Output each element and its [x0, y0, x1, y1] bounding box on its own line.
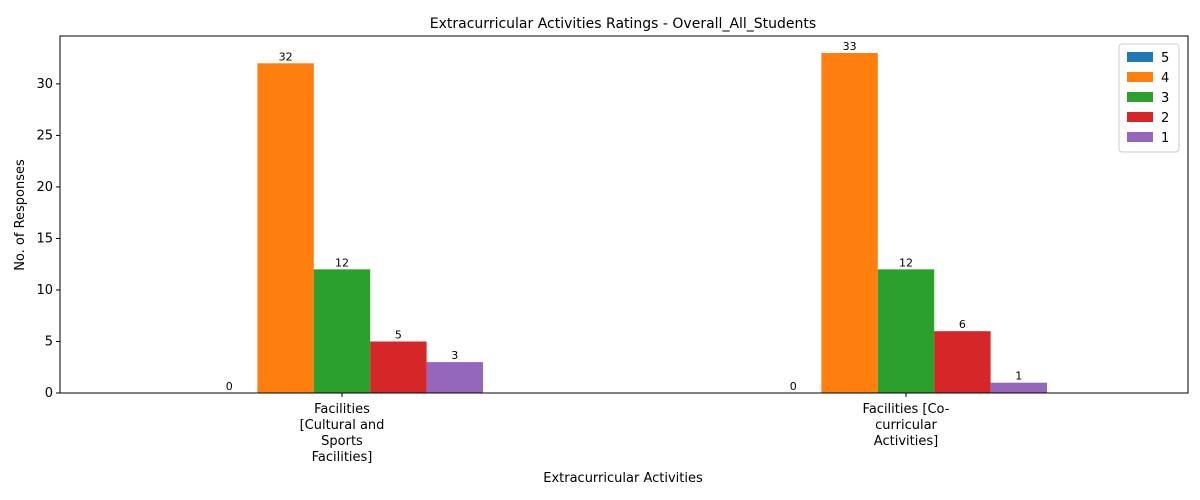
data-label-series-5-cat-1: 0	[790, 380, 797, 393]
data-label-series-1-cat-0: 3	[451, 349, 458, 362]
data-label-series-2-cat-1: 6	[959, 318, 966, 331]
data-label-series-4-cat-1: 33	[843, 40, 857, 53]
legend-label-1: 1	[1161, 131, 1169, 146]
data-label-series-3-cat-1: 12	[899, 256, 913, 269]
bar-series-4-cat-1	[821, 53, 878, 393]
bar-series-2-cat-1	[934, 331, 991, 393]
legend-swatch-1	[1127, 132, 1153, 142]
legend-label-5: 5	[1161, 51, 1169, 66]
y-tick-label-10: 10	[36, 283, 53, 298]
x-tick-label-1-line-1: curricular	[875, 418, 937, 433]
bar-series-3-cat-0	[313, 269, 371, 393]
y-tick-label-20: 20	[36, 180, 53, 195]
legend-label-4: 4	[1161, 71, 1169, 86]
data-label-series-1-cat-1: 1	[1015, 370, 1022, 383]
legend-swatch-2	[1127, 112, 1153, 122]
x-tick-label-0-line-2: Sports	[321, 434, 363, 449]
y-tick-label-25: 25	[36, 128, 53, 143]
bar-series-3-cat-1	[877, 269, 935, 393]
x-tick-label-0-line-1: [Cultural and	[300, 418, 385, 433]
data-label-series-3-cat-0: 12	[335, 256, 349, 269]
y-tick-label-30: 30	[36, 77, 53, 92]
legend-swatch-4	[1127, 72, 1153, 82]
y-tick-label-0: 0	[45, 386, 53, 401]
chart-title: Extracurricular Activities Ratings - Ove…	[430, 16, 816, 32]
legend-swatch-5	[1127, 52, 1153, 62]
x-tick-label-1-line-0: Facilities [Co-	[863, 402, 950, 417]
y-axis-label: No. of Responses	[13, 159, 28, 271]
legend-label-2: 2	[1161, 111, 1169, 126]
legend-swatch-3	[1127, 92, 1153, 102]
x-axis-label: Extracurricular Activities	[543, 471, 703, 486]
bar-series-4-cat-0	[257, 63, 314, 393]
y-tick-label-15: 15	[36, 231, 53, 246]
data-label-series-5-cat-0: 0	[226, 380, 233, 393]
x-tick-label-0-line-3: Facilities]	[312, 450, 373, 465]
y-tick-label-5: 5	[45, 334, 53, 349]
x-tick-label-0-line-0: Facilities	[314, 402, 370, 417]
bar-series-1-cat-1	[990, 382, 1047, 393]
data-label-series-4-cat-0: 32	[279, 50, 293, 63]
data-label-series-2-cat-0: 5	[395, 328, 402, 341]
bar-series-1-cat-0	[426, 362, 483, 393]
legend-label-3: 3	[1161, 91, 1169, 106]
bar-series-2-cat-0	[370, 341, 427, 393]
plot-frame	[59, 35, 1189, 394]
x-tick-label-1-line-2: Activities]	[874, 434, 938, 449]
